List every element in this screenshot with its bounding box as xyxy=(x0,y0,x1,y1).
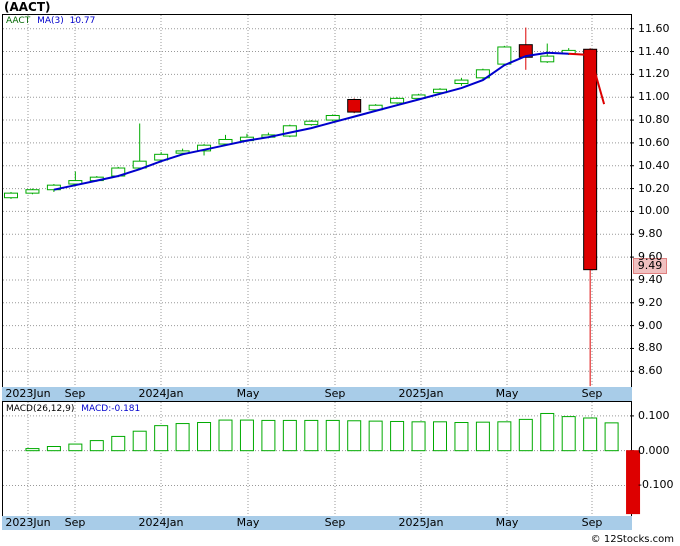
macd-bar xyxy=(325,419,340,452)
ma3-line xyxy=(53,51,569,191)
macd-bar xyxy=(411,421,426,452)
macd-bar xyxy=(46,446,61,452)
candle-down xyxy=(583,48,598,271)
candle-up xyxy=(368,104,383,111)
macd-y-tick-label: 0.100 xyxy=(638,408,670,422)
legend-ma-label: MA(3) xyxy=(37,16,64,26)
macd-x-tick-label: Sep xyxy=(581,516,603,529)
candle-down xyxy=(347,99,362,113)
macd-bar xyxy=(132,430,147,452)
legend-ma-value: 10.77 xyxy=(69,16,96,26)
macd-bar xyxy=(218,419,233,452)
macd-y-tick-label: -0.100 xyxy=(638,478,674,492)
price-panel xyxy=(2,14,632,388)
price-y-tick-label: 8.80 xyxy=(638,341,663,355)
macd-bar xyxy=(540,412,555,452)
macd-bar xyxy=(154,425,169,452)
price-y-tick-label: 10.00 xyxy=(638,204,670,218)
price-x-tick-label: May xyxy=(495,387,519,400)
candle-up xyxy=(132,160,147,169)
candle-up xyxy=(68,180,83,185)
macd-bar xyxy=(454,422,469,452)
candle-up xyxy=(325,114,340,121)
macd-bar xyxy=(282,419,297,452)
macd-bar xyxy=(111,435,126,452)
legend-ticker: AACT xyxy=(6,16,31,26)
candle-up xyxy=(497,46,512,65)
macd-bar xyxy=(390,420,405,452)
price-x-tick-label: May xyxy=(236,387,260,400)
legend-macd-value: MACD:-0.181 xyxy=(81,404,141,414)
price-y-tick-label: 11.00 xyxy=(638,90,670,104)
last-price-tag: 9.49 xyxy=(633,258,667,274)
macd-x-tick-label: 2025Jan xyxy=(398,516,444,529)
macd-x-axis-bar xyxy=(2,516,632,530)
macd-bar xyxy=(583,417,598,452)
macd-bar xyxy=(475,421,490,452)
price-x-tick-label: 2024Jan xyxy=(138,387,184,400)
macd-bar xyxy=(89,440,104,452)
price-y-tick-label: 9.40 xyxy=(638,272,663,286)
macd-bar xyxy=(68,443,83,452)
macd-bar xyxy=(347,420,362,452)
macd-bar xyxy=(175,423,190,452)
price-y-tick-label: 9.80 xyxy=(638,227,663,241)
macd-x-tick-label: Sep xyxy=(64,516,86,529)
candle-up xyxy=(4,192,18,199)
credit-text: © 12Stocks.com xyxy=(590,534,674,545)
legend-macd-label: MACD(26,12,9) xyxy=(6,404,75,414)
price-y-tick-label: 10.20 xyxy=(638,181,670,195)
macd-x-tick-label: May xyxy=(495,516,519,529)
candle-up xyxy=(475,69,490,79)
candle-up xyxy=(154,153,169,161)
candle-down xyxy=(518,44,533,58)
macd-legend: MACD(26,12,9) MACD:-0.181 xyxy=(6,404,140,414)
candle-up xyxy=(218,138,233,145)
price-legend: AACT MA(3) 10.77 xyxy=(6,16,95,26)
price-y-tick-label: 10.40 xyxy=(638,158,670,172)
macd-bar xyxy=(261,419,276,452)
macd-bar xyxy=(25,448,40,452)
macd-bar xyxy=(497,421,512,452)
price-y-tick-label: 9.00 xyxy=(638,318,663,332)
candle-up xyxy=(454,79,469,85)
chart-title: (AACT) xyxy=(4,0,51,14)
price-x-tick-label: 2023Jun xyxy=(5,387,51,400)
macd-x-tick-label: 2023Jun xyxy=(5,516,51,529)
price-y-tick-label: 11.20 xyxy=(638,67,670,81)
macd-bar xyxy=(518,418,533,452)
macd-bar xyxy=(368,420,383,452)
macd-x-tick-label: May xyxy=(236,516,260,529)
price-x-tick-label: 2025Jan xyxy=(398,387,444,400)
macd-bar-negative xyxy=(626,450,641,515)
price-y-tick-label: 9.60 xyxy=(638,250,663,264)
candle-up xyxy=(25,189,40,194)
ma3-line-drop xyxy=(568,52,606,105)
price-y-tick-label: 8.60 xyxy=(638,364,663,378)
candle-up xyxy=(304,120,319,126)
macd-bar xyxy=(604,422,619,452)
candle-up xyxy=(433,88,447,94)
macd-x-tick-label: Sep xyxy=(324,516,346,529)
macd-bar xyxy=(197,422,212,452)
candle-up xyxy=(411,94,426,99)
macd-bar xyxy=(433,421,447,452)
price-x-tick-label: Sep xyxy=(581,387,603,400)
macd-x-tick-label: 2024Jan xyxy=(138,516,184,529)
candle-up xyxy=(540,55,555,63)
macd-bar xyxy=(561,416,576,452)
price-y-tick-label: 10.60 xyxy=(638,135,670,149)
macd-y-tick-label: 0.000 xyxy=(638,443,670,457)
candle-up xyxy=(390,97,405,104)
macd-bar xyxy=(304,419,319,452)
price-y-tick-label: 11.60 xyxy=(638,21,670,35)
price-y-tick-label: 10.80 xyxy=(638,113,670,127)
price-x-axis-bar xyxy=(2,387,632,401)
price-x-tick-label: Sep xyxy=(324,387,346,400)
macd-bar xyxy=(239,419,254,452)
price-y-tick-label: 9.20 xyxy=(638,295,663,309)
price-x-tick-label: Sep xyxy=(64,387,86,400)
price-y-tick-label: 11.40 xyxy=(638,44,670,58)
